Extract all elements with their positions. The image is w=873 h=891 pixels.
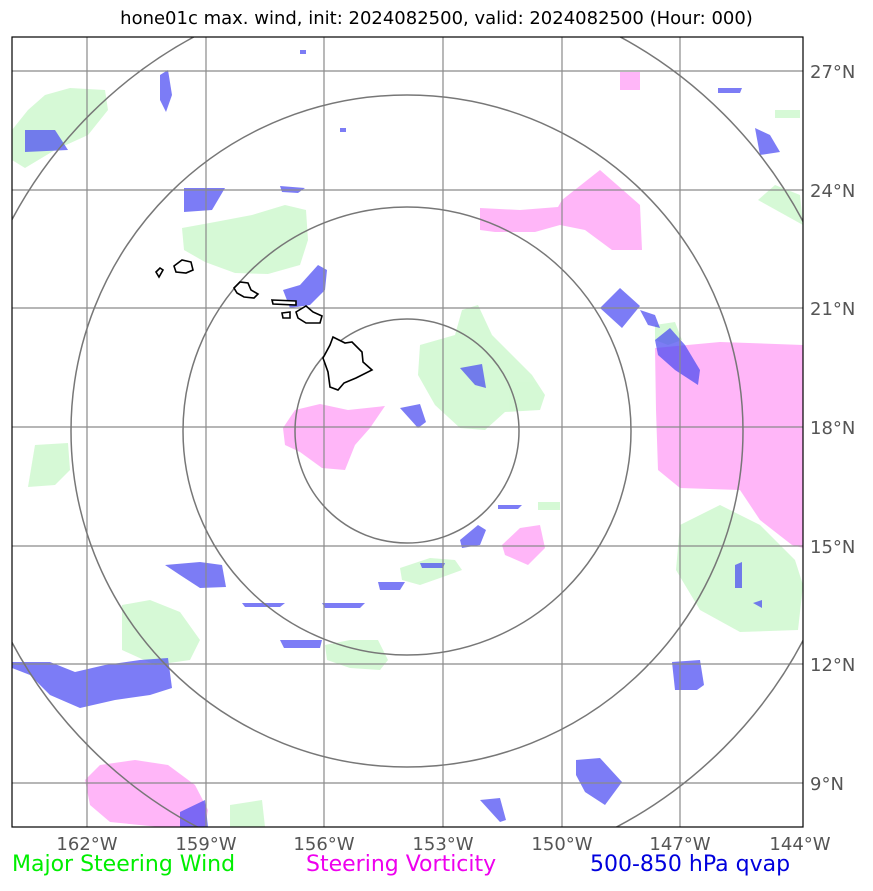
qvap-area xyxy=(340,128,346,132)
island-lanai xyxy=(281,311,291,319)
lat-tick-label: 9°N xyxy=(810,774,844,795)
qvap-area xyxy=(378,582,405,590)
lon-tick-label: 159°W xyxy=(175,834,236,855)
wind-area xyxy=(182,205,308,274)
island-oahu xyxy=(232,281,260,299)
wind-area xyxy=(758,185,803,225)
wind-area xyxy=(400,558,462,585)
range-ring xyxy=(182,206,632,656)
lon-tick-label: 150°W xyxy=(531,834,592,855)
lat-tick-label: 12°N xyxy=(810,655,855,676)
coastline xyxy=(154,259,374,391)
vorticity-area xyxy=(283,404,385,470)
island-hawaii xyxy=(322,335,374,391)
qvap-area xyxy=(460,364,486,388)
qvap-area xyxy=(460,525,486,548)
wind-area xyxy=(28,443,70,487)
lon-tick-label: 153°W xyxy=(412,834,473,855)
qvap-area xyxy=(755,128,780,155)
qvap-area xyxy=(165,562,226,588)
wind-area xyxy=(122,600,200,665)
vorticity-area xyxy=(502,525,545,565)
wind-area xyxy=(538,502,560,510)
lon-tick-label: 144°W xyxy=(769,834,830,855)
qvap-area xyxy=(655,328,700,385)
qvap-area xyxy=(420,563,445,568)
qvap-area xyxy=(283,265,327,308)
qvap-area xyxy=(735,562,742,588)
qvap-area xyxy=(480,798,506,822)
qvap-area xyxy=(576,758,622,805)
qvap-area xyxy=(280,640,322,648)
qvap-area xyxy=(498,505,522,509)
wind-area xyxy=(775,110,800,118)
wind-area xyxy=(230,800,265,827)
island-kauai xyxy=(173,259,194,274)
qvap-area xyxy=(25,130,68,152)
lon-tick-label: 162°W xyxy=(56,834,117,855)
lon-tick-label: 156°W xyxy=(293,834,354,855)
lat-tick-label: 27°N xyxy=(810,62,855,83)
lat-tick-label: 24°N xyxy=(810,181,855,202)
qvap-area xyxy=(718,88,742,93)
vorticity-area xyxy=(480,170,642,250)
steering-vorticity-layer xyxy=(85,72,803,827)
lat-tick-label: 18°N xyxy=(810,418,855,439)
island-maui xyxy=(295,305,323,324)
qvap-area xyxy=(753,600,762,608)
plot-frame xyxy=(11,36,804,828)
vorticity-area xyxy=(655,342,803,548)
qvap-area xyxy=(640,310,660,328)
legend-item-steering-vorticity: Steering Vorticity xyxy=(306,852,497,877)
qvap-layer xyxy=(12,50,780,827)
wind-area xyxy=(325,640,388,670)
legend-item-qvap: 500-850 hPa qvap xyxy=(590,852,791,877)
qvap-area xyxy=(322,603,365,608)
lon-tick-labels: 162°W 159°W 156°W 153°W 150°W 147°W 144°… xyxy=(56,834,830,855)
graticule xyxy=(12,37,803,827)
wind-area xyxy=(12,88,108,168)
range-rings xyxy=(12,37,803,827)
qvap-area xyxy=(400,404,426,428)
vorticity-area xyxy=(620,72,640,90)
qvap-area xyxy=(300,50,306,54)
lat-tick-label: 15°N xyxy=(810,537,855,558)
range-ring xyxy=(70,94,744,768)
lat-tick-label: 21°N xyxy=(810,299,855,320)
qvap-area xyxy=(180,800,208,827)
legend-item-steering-wind: Major Steering Wind xyxy=(12,852,236,877)
qvap-area xyxy=(242,603,285,607)
vorticity-area xyxy=(85,760,208,827)
lon-tick-label: 147°W xyxy=(649,834,710,855)
lat-tick-labels: 27°N 24°N 21°N 18°N 15°N 12°N 9°N xyxy=(810,62,855,795)
qvap-area xyxy=(184,188,225,212)
legend: Major Steering Wind Steering Vorticity 5… xyxy=(0,852,873,884)
qvap-area xyxy=(160,70,172,112)
island-molokai xyxy=(270,299,297,306)
range-ring xyxy=(294,318,520,544)
island-niihau xyxy=(154,266,165,279)
chart-title: hone01c max. wind, init: 2024082500, val… xyxy=(120,8,753,29)
qvap-area xyxy=(12,658,172,708)
